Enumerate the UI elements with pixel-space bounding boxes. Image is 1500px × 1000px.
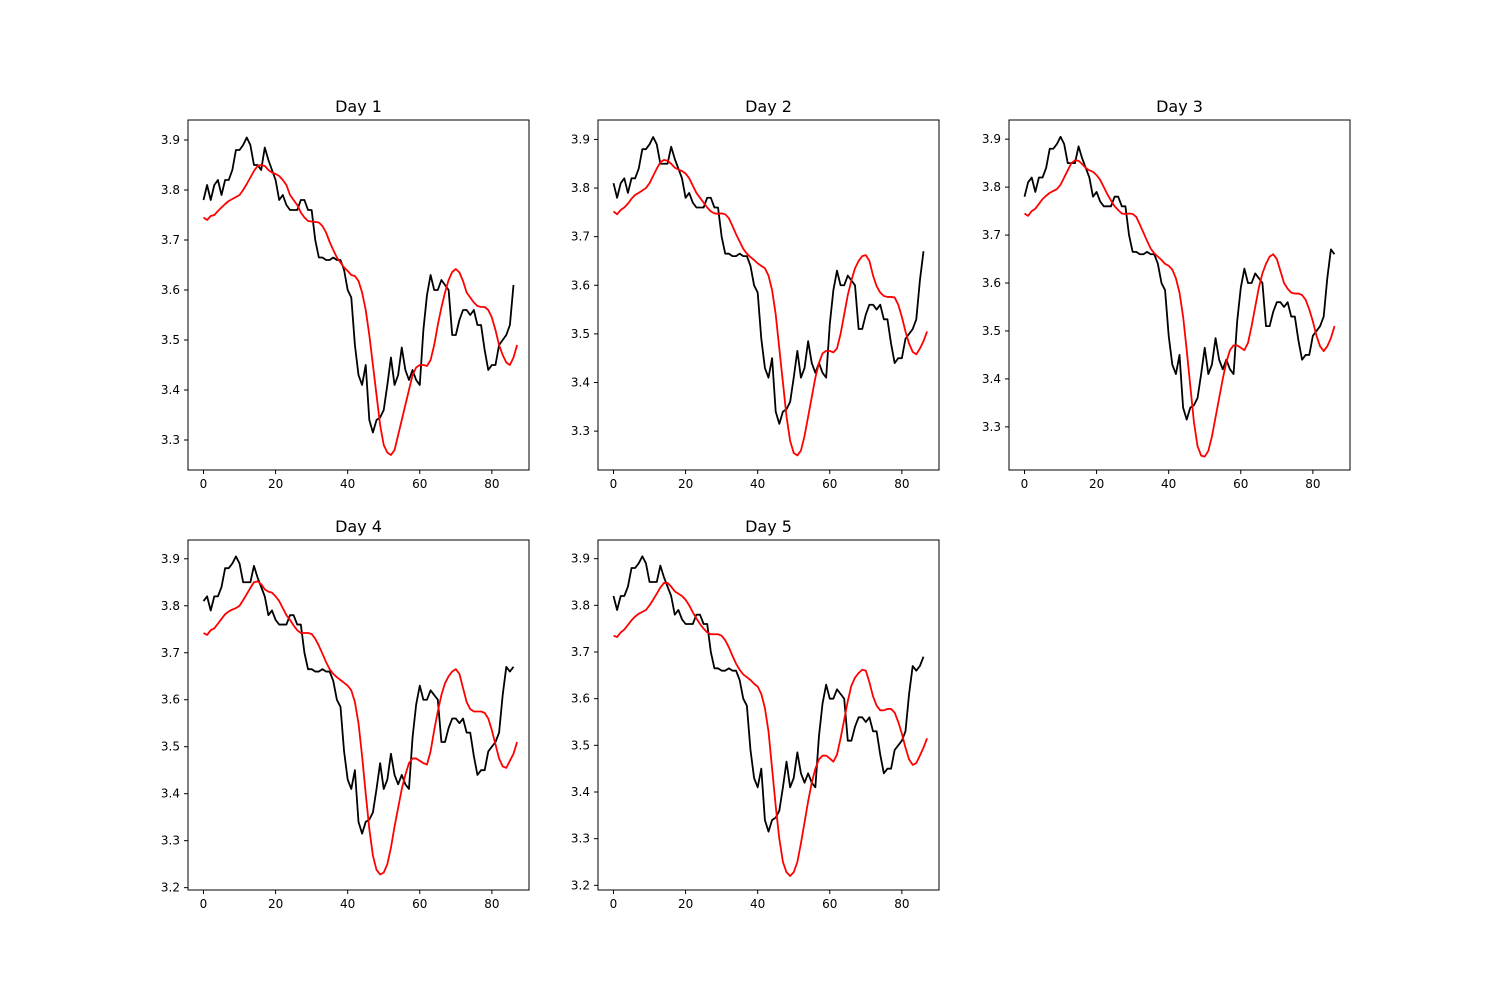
y-tick-label: 3.7: [571, 645, 590, 659]
y-tick-label: 3.5: [161, 740, 180, 754]
x-tick-label: 20: [678, 897, 693, 911]
x-tick-label: 20: [268, 477, 283, 491]
x-tick-label: 80: [484, 477, 499, 491]
x-tick-label: 40: [340, 477, 355, 491]
axes-frame: [597, 119, 940, 471]
x-tick-label: 80: [1305, 477, 1320, 491]
y-tick-label: 3.3: [571, 424, 590, 438]
y-tick-label: 3.8: [571, 598, 590, 612]
y-tick-label: 3.3: [571, 832, 590, 846]
series-line-2: [1024, 159, 1336, 458]
x-tick-label: 60: [1233, 477, 1248, 491]
y-tick-label: 3.4: [571, 785, 590, 799]
y-tick-label: 3.5: [982, 324, 1001, 338]
series-line-1: [1023, 135, 1336, 421]
y-tick-label: 3.7: [571, 230, 590, 244]
x-tick-label: 0: [610, 897, 618, 911]
y-tick-label: 3.5: [571, 327, 590, 341]
y-tick-label: 3.3: [982, 420, 1001, 434]
y-tick-label: 3.6: [161, 283, 180, 297]
y-tick-label: 3.9: [161, 133, 180, 147]
y-tick-label: 3.3: [161, 433, 180, 447]
y-tick-label: 3.6: [571, 278, 590, 292]
subplot-3: Day 3 0 20 40 60 80 3.3 3.4 3.5 3.6 3.7 3.8 3.9: [982, 97, 1351, 491]
y-tick-label: 3.7: [982, 228, 1001, 242]
x-tick-label: 60: [412, 477, 427, 491]
subplot-title: Day 5: [745, 517, 792, 536]
subplot-2: Day 2 0 20 40 60 80 3.3 3.4 3.5 3.6 3.7 3.8 3.9: [571, 97, 940, 491]
y-tick-label: 3.8: [571, 181, 590, 195]
x-tick-label: 80: [484, 897, 499, 911]
series-line-2: [203, 580, 518, 876]
x-tick-label: 80: [894, 477, 909, 491]
subplot-title: Day 4: [335, 517, 382, 536]
x-tick-label: 20: [268, 897, 283, 911]
x-tick-label: 60: [822, 477, 837, 491]
y-tick-label: 3.4: [161, 787, 180, 801]
y-tick-label: 3.8: [982, 180, 1001, 194]
axes-frame: [187, 119, 530, 471]
y-tick-label: 3.7: [161, 646, 180, 660]
x-tick-label: 20: [678, 477, 693, 491]
y-tick-label: 3.9: [161, 552, 180, 566]
series-line-1: [612, 555, 925, 833]
y-tick-label: 3.9: [571, 552, 590, 566]
subplot-1: Day 1 0 20 40 60 80 3.3 3.4 3.5 3.6 3.7 3.8 3.9: [161, 97, 530, 491]
y-tick-label: 3.6: [982, 276, 1001, 290]
y-tick-label: 3.5: [571, 738, 590, 752]
y-tick-label: 3.4: [571, 376, 590, 390]
y-tick-label: 3.4: [982, 372, 1001, 386]
y-tick-label: 3.2: [571, 878, 590, 892]
series-line-1: [202, 555, 515, 835]
y-tick-label: 3.9: [571, 132, 590, 146]
x-tick-label: 80: [894, 897, 909, 911]
y-tick-label: 3.5: [161, 333, 180, 347]
x-tick-label: 0: [200, 477, 208, 491]
axes-frame: [187, 539, 530, 891]
y-tick-label: 3.6: [571, 692, 590, 706]
y-tick-label: 3.4: [161, 383, 180, 397]
axes-frame: [1008, 119, 1351, 471]
y-tick-label: 3.3: [161, 834, 180, 848]
series-line-2: [202, 164, 518, 456]
y-tick-label: 3.8: [161, 183, 180, 197]
x-tick-label: 0: [200, 897, 208, 911]
x-tick-label: 40: [750, 477, 765, 491]
x-tick-label: 40: [750, 897, 765, 911]
subplot-title: Day 3: [1156, 97, 1203, 116]
y-tick-label: 3.9: [982, 132, 1001, 146]
y-tick-label: 3.7: [161, 233, 180, 247]
subplot-4: Day 4 0 20 40 60 80 3.2 3.3 3.4 3.5 3.6 3.7 3.8 3.9: [161, 517, 530, 911]
x-tick-label: 20: [1089, 477, 1104, 491]
subplot-title: Day 2: [745, 97, 792, 116]
x-tick-label: 40: [340, 897, 355, 911]
x-tick-label: 0: [1021, 477, 1029, 491]
x-tick-label: 60: [822, 897, 837, 911]
series-line-1: [612, 136, 925, 425]
x-tick-label: 40: [1161, 477, 1176, 491]
series-line-1: [202, 136, 515, 434]
y-tick-label: 3.6: [161, 693, 180, 707]
subplot-title: Day 1: [335, 97, 382, 116]
y-tick-label: 3.2: [161, 881, 180, 895]
axes-frame: [597, 539, 940, 891]
x-tick-label: 60: [412, 897, 427, 911]
y-tick-label: 3.8: [161, 599, 180, 613]
series-line-2: [613, 582, 928, 877]
series-line-2: [612, 158, 928, 457]
subplot-5: Day 5 0 20 40 60 80 3.2 3.3 3.4 3.5 3.6 3.7 3.8 3.9: [571, 517, 940, 911]
x-tick-label: 0: [610, 477, 618, 491]
